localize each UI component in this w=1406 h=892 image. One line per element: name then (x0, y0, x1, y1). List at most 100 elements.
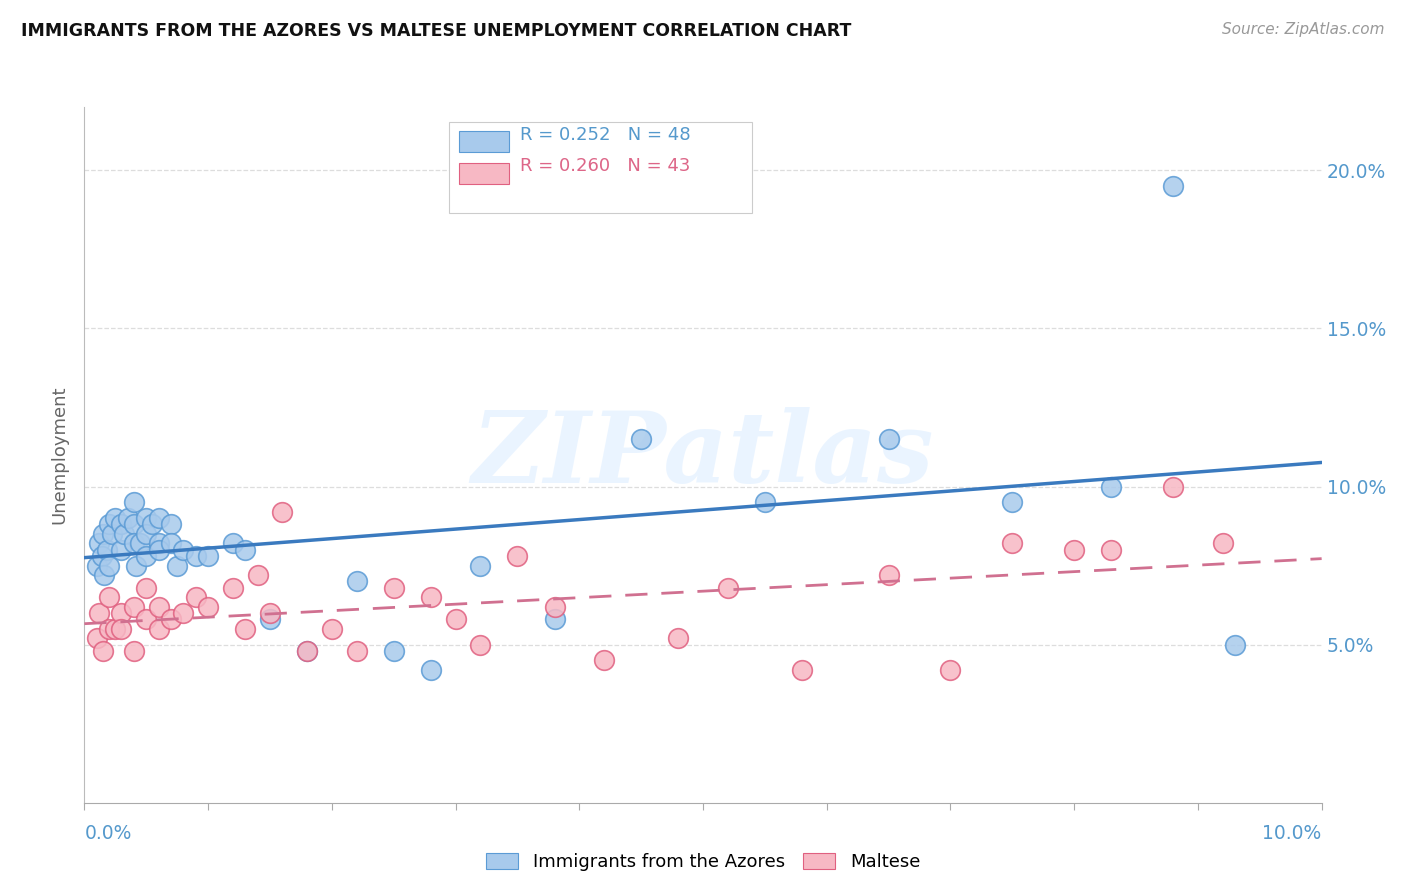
Point (122, 495, 145, 509)
Point (148, 622, 170, 636)
Point (172, 542, 194, 557)
Point (506, 549, 529, 563)
Y-axis label: Unemployment: Unemployment (51, 385, 69, 524)
Point (382, 581, 405, 595)
FancyBboxPatch shape (460, 131, 509, 152)
Point (160, 536, 183, 550)
Point (117, 511, 139, 525)
Point (89, 536, 111, 550)
Text: ZIPatlas: ZIPatlas (472, 407, 934, 503)
Point (543, 599, 565, 614)
Text: 0.0%: 0.0% (84, 823, 132, 843)
Point (91, 527, 114, 541)
Point (135, 581, 157, 595)
Point (1001, 495, 1024, 509)
Point (233, 622, 256, 636)
FancyBboxPatch shape (460, 162, 509, 184)
Point (259, 612, 281, 626)
Point (160, 612, 183, 626)
Point (295, 644, 318, 658)
Point (148, 542, 170, 557)
Point (141, 517, 163, 532)
Point (1099, 479, 1122, 493)
Point (197, 549, 219, 563)
Point (89, 606, 111, 620)
Point (104, 511, 127, 525)
Point (222, 536, 245, 550)
Point (382, 644, 405, 658)
Point (110, 517, 132, 532)
Point (110, 606, 132, 620)
Point (98, 558, 121, 573)
Point (346, 574, 368, 589)
Point (98, 517, 121, 532)
Point (246, 568, 269, 582)
Point (122, 644, 145, 658)
Point (135, 511, 157, 525)
Point (197, 599, 219, 614)
FancyBboxPatch shape (450, 122, 752, 213)
Point (98, 591, 121, 605)
Point (91, 644, 114, 658)
Point (112, 527, 135, 541)
Point (90, 549, 112, 563)
Point (184, 591, 207, 605)
Point (233, 542, 256, 557)
Point (666, 632, 689, 646)
Point (86, 632, 108, 646)
Point (271, 505, 294, 519)
Point (122, 599, 145, 614)
Point (1001, 536, 1024, 550)
Point (1212, 536, 1234, 550)
Point (419, 591, 441, 605)
Point (1063, 542, 1085, 557)
Point (754, 495, 776, 509)
Point (939, 663, 962, 677)
Point (129, 536, 152, 550)
Point (543, 612, 565, 626)
Point (222, 581, 245, 595)
Point (717, 581, 740, 595)
Point (630, 432, 652, 446)
Text: R = 0.252   N = 48: R = 0.252 N = 48 (520, 126, 690, 144)
Point (160, 517, 183, 532)
Point (1099, 542, 1122, 557)
Point (122, 536, 145, 550)
Point (1161, 479, 1184, 493)
Point (110, 542, 132, 557)
Legend: Immigrants from the Azores, Maltese: Immigrants from the Azores, Maltese (478, 846, 928, 879)
Point (135, 612, 157, 626)
Point (444, 612, 467, 626)
Point (419, 663, 441, 677)
Point (96, 542, 118, 557)
Point (86, 558, 108, 573)
Point (110, 622, 132, 636)
Point (148, 536, 170, 550)
Point (148, 511, 170, 525)
Point (184, 549, 207, 563)
Point (259, 606, 281, 620)
Point (98, 622, 121, 636)
Point (135, 549, 157, 563)
Point (166, 558, 188, 573)
Point (1223, 638, 1246, 652)
Point (877, 432, 900, 446)
Point (93, 568, 115, 582)
Point (593, 653, 616, 667)
Point (122, 517, 145, 532)
Point (470, 638, 492, 652)
Text: IMMIGRANTS FROM THE AZORES VS MALTESE UNEMPLOYMENT CORRELATION CHART: IMMIGRANTS FROM THE AZORES VS MALTESE UN… (21, 22, 852, 40)
Point (1161, 179, 1184, 194)
Point (470, 558, 492, 573)
Point (321, 622, 343, 636)
Point (125, 558, 148, 573)
Point (135, 527, 157, 541)
Point (100, 527, 122, 541)
Point (148, 599, 170, 614)
Text: R = 0.260   N = 43: R = 0.260 N = 43 (520, 157, 690, 175)
Point (172, 606, 194, 620)
Point (295, 644, 318, 658)
Point (790, 663, 813, 677)
Point (877, 568, 900, 582)
Text: Source: ZipAtlas.com: Source: ZipAtlas.com (1222, 22, 1385, 37)
